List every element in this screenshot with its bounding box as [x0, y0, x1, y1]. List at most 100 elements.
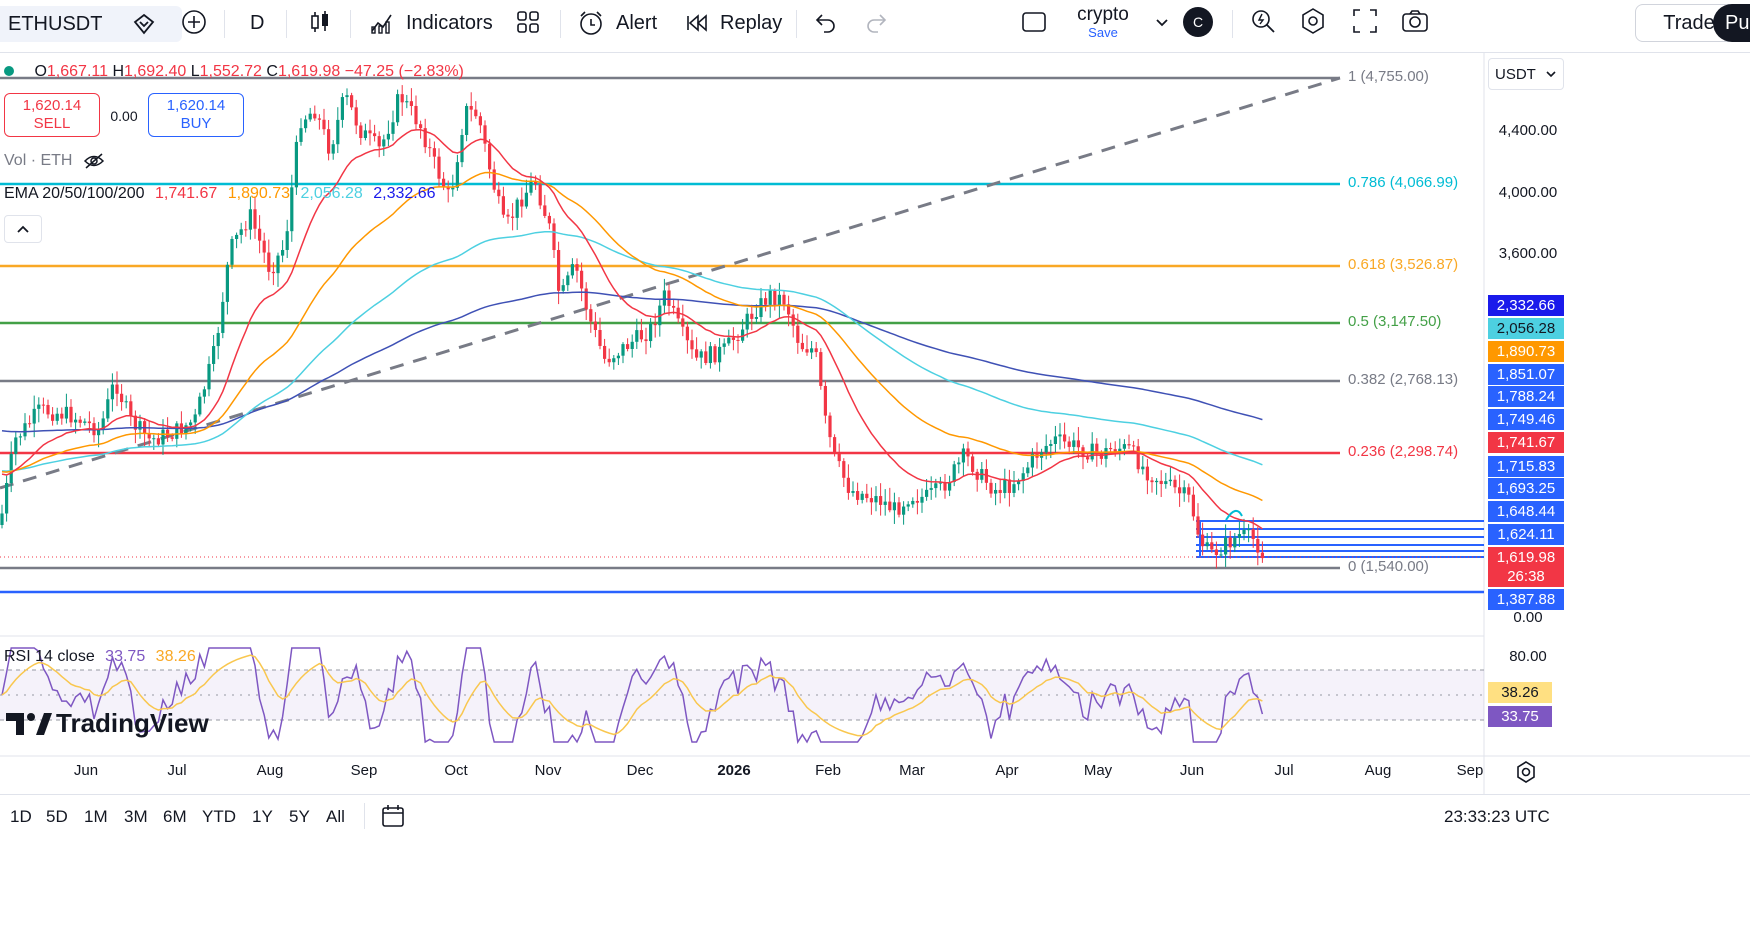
- candle-body: [690, 340, 694, 350]
- sell-button[interactable]: 1,620.14 SELL: [4, 93, 100, 137]
- candle-body: [1155, 480, 1159, 483]
- time-label: May: [1083, 762, 1113, 779]
- symbol-name[interactable]: ETHUSDT: [8, 12, 103, 35]
- range-button-3m[interactable]: 3M: [124, 807, 148, 826]
- candle-body: [837, 452, 841, 462]
- indicators-button[interactable]: Indicators: [368, 0, 493, 46]
- candle-body: [741, 329, 745, 341]
- eye-hidden-icon[interactable]: [83, 152, 105, 170]
- candle-body: [133, 415, 137, 430]
- candle-body: [621, 344, 625, 356]
- fib-level-label: 0.786 (4,066.99): [1348, 174, 1458, 191]
- replay-button[interactable]: Replay: [684, 0, 782, 46]
- camera-icon[interactable]: [1400, 6, 1430, 36]
- candle-body: [1058, 434, 1062, 437]
- indicators-label: Indicators: [406, 11, 493, 34]
- quick-search-icon[interactable]: [1248, 6, 1278, 36]
- alert-button[interactable]: Alert: [576, 0, 657, 46]
- symbol-search[interactable]: ETHUSDT: [0, 6, 182, 42]
- candle-body: [635, 330, 639, 342]
- rsi-value: 33.75: [105, 648, 146, 665]
- candle-body: [598, 329, 602, 346]
- candle-body: [575, 264, 579, 271]
- candle-body: [248, 209, 252, 230]
- candle-body: [593, 321, 597, 330]
- fib-price: (2,298.74): [1389, 443, 1459, 460]
- range-button-ytd[interactable]: YTD: [202, 807, 236, 826]
- candle-body: [607, 358, 611, 363]
- candle-body: [18, 436, 22, 438]
- candle-body: [892, 502, 896, 511]
- fib-ratio: 0.618: [1348, 256, 1390, 273]
- candle-body: [1247, 529, 1251, 531]
- symbol-menu-icon[interactable]: [132, 12, 156, 36]
- range-button-1y[interactable]: 1Y: [252, 807, 273, 826]
- templates-grid-icon[interactable]: [514, 8, 542, 36]
- range-button-1m[interactable]: 1M: [84, 807, 108, 826]
- time-label: Nov: [534, 762, 562, 779]
- compare-symbol-icon[interactable]: [180, 8, 208, 36]
- range-button-5y[interactable]: 5Y: [289, 807, 310, 826]
- alert-label: Alert: [616, 11, 658, 34]
- candle-body: [1067, 441, 1071, 447]
- range-button-6m[interactable]: 6M: [163, 807, 187, 826]
- collapse-legend-button[interactable]: [4, 215, 42, 243]
- time-label: 2026: [717, 762, 751, 779]
- buy-button[interactable]: 1,620.14 BUY: [148, 93, 244, 137]
- candle-body: [147, 433, 151, 439]
- arrow-annotation[interactable]: [1225, 509, 1243, 521]
- utc-clock[interactable]: 23:33:23 UTC: [1444, 807, 1550, 826]
- rsi-band: [0, 670, 1484, 720]
- ema-legend[interactable]: EMA 20/50/100/200 1,741.67 1,890.73 2,05…: [4, 185, 436, 203]
- candle-body: [253, 209, 257, 229]
- candle-body: [78, 419, 82, 423]
- time-label: Mar: [899, 762, 925, 779]
- candlestick-series: [0, 85, 1264, 569]
- candle-body: [391, 122, 395, 134]
- candle-body: [120, 393, 124, 403]
- price-label: 26:38: [1488, 566, 1564, 587]
- candle-body: [216, 332, 220, 347]
- candle-body: [777, 294, 781, 305]
- undo-icon[interactable]: [812, 8, 840, 36]
- tradingview-logo[interactable]: TradingView: [6, 708, 209, 739]
- fib-ratio: 0.5: [1348, 313, 1374, 330]
- layout-name-button[interactable]: crypto Save: [1068, 4, 1138, 40]
- range-button-all[interactable]: All: [326, 807, 345, 826]
- replay-label: Replay: [720, 11, 783, 34]
- redo-icon[interactable]: [862, 8, 890, 36]
- candle-body: [156, 438, 160, 445]
- scale-settings-gear-icon[interactable]: [1514, 760, 1538, 784]
- price-chart[interactable]: [0, 52, 1750, 794]
- range-button-5d[interactable]: 5D: [46, 807, 68, 826]
- avatar[interactable]: C: [1183, 7, 1213, 37]
- interval-button[interactable]: D: [250, 11, 265, 34]
- rsi-price-label: 38.26: [1488, 682, 1552, 703]
- rsi-ma-line: [1, 654, 1263, 737]
- candle-body: [110, 384, 114, 400]
- candle-body: [46, 404, 50, 415]
- settings-gear-icon[interactable]: [1298, 6, 1328, 36]
- layout-square-icon[interactable]: [1020, 8, 1048, 36]
- fibonacci-retracement[interactable]: [0, 76, 1340, 570]
- chevron-down-icon[interactable]: [1152, 12, 1172, 32]
- candles-icon[interactable]: [306, 8, 334, 36]
- candle-body: [547, 215, 551, 224]
- fullscreen-icon[interactable]: [1350, 6, 1380, 36]
- candle-body: [423, 128, 427, 148]
- range-button-1d[interactable]: 1D: [10, 807, 32, 826]
- publish-button[interactable]: Pu: [1713, 4, 1750, 42]
- rsi-price-label: 33.75: [1488, 706, 1552, 727]
- calendar-goto-date-icon[interactable]: [380, 803, 406, 829]
- candle-body: [1118, 448, 1122, 452]
- candle-body: [129, 401, 133, 416]
- currency-selector[interactable]: USDT: [1488, 58, 1564, 90]
- candle-body: [966, 448, 970, 457]
- candle-body: [258, 228, 262, 241]
- fib-ratio: 0: [1348, 558, 1361, 575]
- trend-line[interactable]: [0, 76, 1341, 490]
- candle-body: [184, 425, 188, 435]
- volume-legend[interactable]: Vol · ETH: [4, 152, 105, 170]
- candle-body: [138, 421, 142, 430]
- rsi-legend[interactable]: RSI 14 close 33.75 38.26: [4, 648, 196, 666]
